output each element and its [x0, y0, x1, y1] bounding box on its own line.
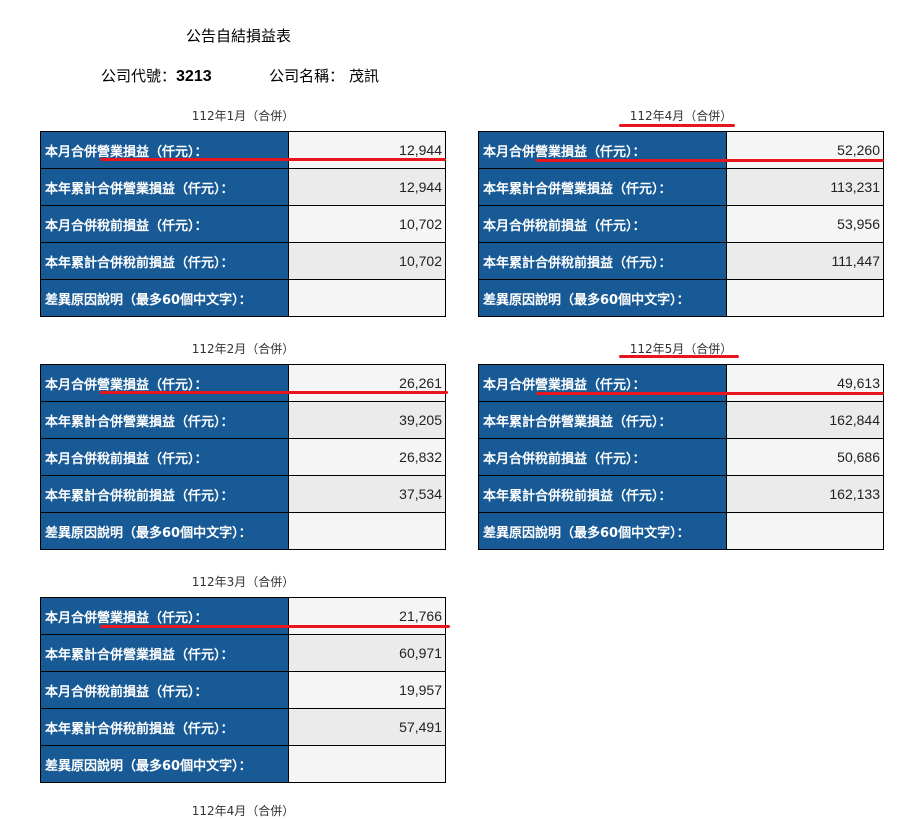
table-caption: 112年3月（合併）	[191, 575, 295, 589]
row-value: 53,956	[726, 205, 884, 243]
table-row: 本年累計合併營業損益（仟元）： 60,971	[40, 634, 446, 672]
row-value: 49,613	[726, 364, 884, 402]
row-value: 26,832	[288, 438, 446, 476]
row-value: 113,231	[726, 168, 884, 206]
annotation-underline	[536, 159, 884, 162]
annotation-underline	[100, 391, 448, 394]
row-value: 111,447	[726, 242, 884, 280]
income-table: 本月合併營業損益（仟元）： 21,766 本年累計合併營業損益（仟元）： 60,971…	[40, 597, 446, 783]
table-row: 本年累計合併營業損益（仟元）： 162,844	[478, 401, 884, 439]
row-value: 39,205	[288, 401, 446, 439]
row-label: 本月合併稅前損益（仟元）：	[478, 205, 727, 243]
row-label: 本年累計合併營業損益（仟元）：	[478, 168, 727, 206]
row-value: 10,702	[288, 242, 446, 280]
row-value: 162,844	[726, 401, 884, 439]
company-info: 公司代號：3213 公司名稱： 茂訊	[101, 65, 379, 86]
row-label: 本年累計合併稅前損益（仟元）：	[40, 475, 289, 513]
next-caption: 112年4月（合併）	[191, 804, 295, 818]
row-value: 60,971	[288, 634, 446, 672]
row-label: 本月合併稅前損益（仟元）：	[40, 438, 289, 476]
table-row: 本年累計合併稅前損益（仟元）： 37,534	[40, 475, 446, 513]
company-name: 茂訊	[348, 67, 379, 85]
table-caption: 112年5月（合併）	[629, 342, 733, 356]
row-label: 本月合併營業損益（仟元）：	[40, 597, 289, 635]
row-value: 50,686	[726, 438, 884, 476]
income-table: 本月合併營業損益（仟元）： 49,613 本年累計合併營業損益（仟元）： 162,84…	[478, 364, 884, 550]
row-label: 差異原因說明（最多60個中文字）：	[478, 279, 727, 317]
row-value: 21,766	[288, 597, 446, 635]
row-value: 37,534	[288, 475, 446, 513]
table-row: 本月合併營業損益（仟元）： 52,260	[478, 131, 884, 169]
row-label: 本年累計合併稅前損益（仟元）：	[478, 475, 727, 513]
table-caption: 112年1月（合併）	[191, 109, 295, 123]
row-label: 本年累計合併營業損益（仟元）：	[478, 401, 727, 439]
table-row: 差異原因說明（最多60個中文字）：	[40, 512, 446, 550]
row-label: 差異原因說明（最多60個中文字）：	[40, 512, 289, 550]
row-value: 12,944	[288, 131, 446, 169]
table-row: 本月合併營業損益（仟元）： 12,944	[40, 131, 446, 169]
annotation-underline	[619, 124, 735, 127]
table-row: 差異原因說明（最多60個中文字）：	[40, 279, 446, 317]
table-row: 本年累計合併稅前損益（仟元）： 57,491	[40, 708, 446, 746]
row-value: 52,260	[726, 131, 884, 169]
table-row: 本年累計合併稅前損益（仟元）： 111,447	[478, 242, 884, 280]
income-table: 本月合併營業損益（仟元）： 52,260 本年累計合併營業損益（仟元）： 113,23…	[478, 131, 884, 317]
row-label: 本月合併營業損益（仟元）：	[40, 131, 289, 169]
row-label: 本年累計合併營業損益（仟元）：	[40, 401, 289, 439]
table-row: 本年累計合併營業損益（仟元）： 39,205	[40, 401, 446, 439]
row-label: 本年累計合併稅前損益（仟元）：	[40, 708, 289, 746]
table-row: 本年累計合併稅前損益（仟元）： 162,133	[478, 475, 884, 513]
row-label: 本月合併營業損益（仟元）：	[478, 364, 727, 402]
row-label: 本月合併營業損益（仟元）：	[40, 364, 289, 402]
company-name-label: 公司名稱：	[269, 67, 345, 85]
table-row: 本月合併營業損益（仟元）： 21,766	[40, 597, 446, 635]
row-value: 162,133	[726, 475, 884, 513]
row-label: 本月合併營業損益（仟元）：	[478, 131, 727, 169]
table-row: 本月合併稅前損益（仟元）： 53,956	[478, 205, 884, 243]
row-value: 26,261	[288, 364, 446, 402]
row-label: 差異原因說明（最多60個中文字）：	[40, 745, 289, 783]
annotation-underline	[100, 158, 446, 161]
company-code-label: 公司代號：	[101, 67, 177, 85]
row-label: 差異原因說明（最多60個中文字）：	[478, 512, 727, 550]
table-row: 本月合併稅前損益（仟元）： 19,957	[40, 671, 446, 709]
table-row: 本月合併營業損益（仟元）： 26,261	[40, 364, 446, 402]
table-row: 本年累計合併稅前損益（仟元）： 10,702	[40, 242, 446, 280]
table-row: 本月合併營業損益（仟元）： 49,613	[478, 364, 884, 402]
company-code: 3213	[176, 68, 212, 85]
table-caption: 112年4月（合併）	[629, 109, 733, 123]
row-label: 本月合併稅前損益（仟元）：	[478, 438, 727, 476]
income-table: 本月合併營業損益（仟元）： 26,261 本年累計合併營業損益（仟元）： 39,205…	[40, 364, 446, 550]
row-label: 本年累計合併營業損益（仟元）：	[40, 634, 289, 672]
row-value: 10,702	[288, 205, 446, 243]
row-label: 本年累計合併稅前損益（仟元）：	[478, 242, 727, 280]
table-caption: 112年2月（合併）	[191, 342, 295, 356]
row-label: 差異原因說明（最多60個中文字）：	[40, 279, 289, 317]
table-row: 差異原因說明（最多60個中文字）：	[40, 745, 446, 783]
row-value	[288, 512, 446, 550]
row-label: 本月合併稅前損益（仟元）：	[40, 671, 289, 709]
income-table: 本月合併營業損益（仟元）： 12,944 本年累計合併營業損益（仟元）： 12,944…	[40, 131, 446, 317]
row-label: 本年累計合併營業損益（仟元）：	[40, 168, 289, 206]
table-row: 本年累計合併營業損益（仟元）： 113,231	[478, 168, 884, 206]
annotation-underline	[100, 625, 450, 628]
table-row: 本月合併稅前損益（仟元）： 50,686	[478, 438, 884, 476]
row-value	[726, 279, 884, 317]
table-row: 本年累計合併營業損益（仟元）： 12,944	[40, 168, 446, 206]
table-row: 本月合併稅前損益（仟元）： 10,702	[40, 205, 446, 243]
page-title: 公告自結損益表	[186, 27, 292, 45]
row-value: 19,957	[288, 671, 446, 709]
row-value	[288, 745, 446, 783]
row-value	[288, 279, 446, 317]
table-row: 本月合併稅前損益（仟元）： 26,832	[40, 438, 446, 476]
row-value: 57,491	[288, 708, 446, 746]
row-value	[726, 512, 884, 550]
annotation-underline	[619, 355, 739, 358]
table-row: 差異原因說明（最多60個中文字）：	[478, 512, 884, 550]
row-value: 12,944	[288, 168, 446, 206]
row-label: 本月合併稅前損益（仟元）：	[40, 205, 289, 243]
annotation-underline	[536, 392, 884, 395]
row-label: 本年累計合併稅前損益（仟元）：	[40, 242, 289, 280]
table-row: 差異原因說明（最多60個中文字）：	[478, 279, 884, 317]
